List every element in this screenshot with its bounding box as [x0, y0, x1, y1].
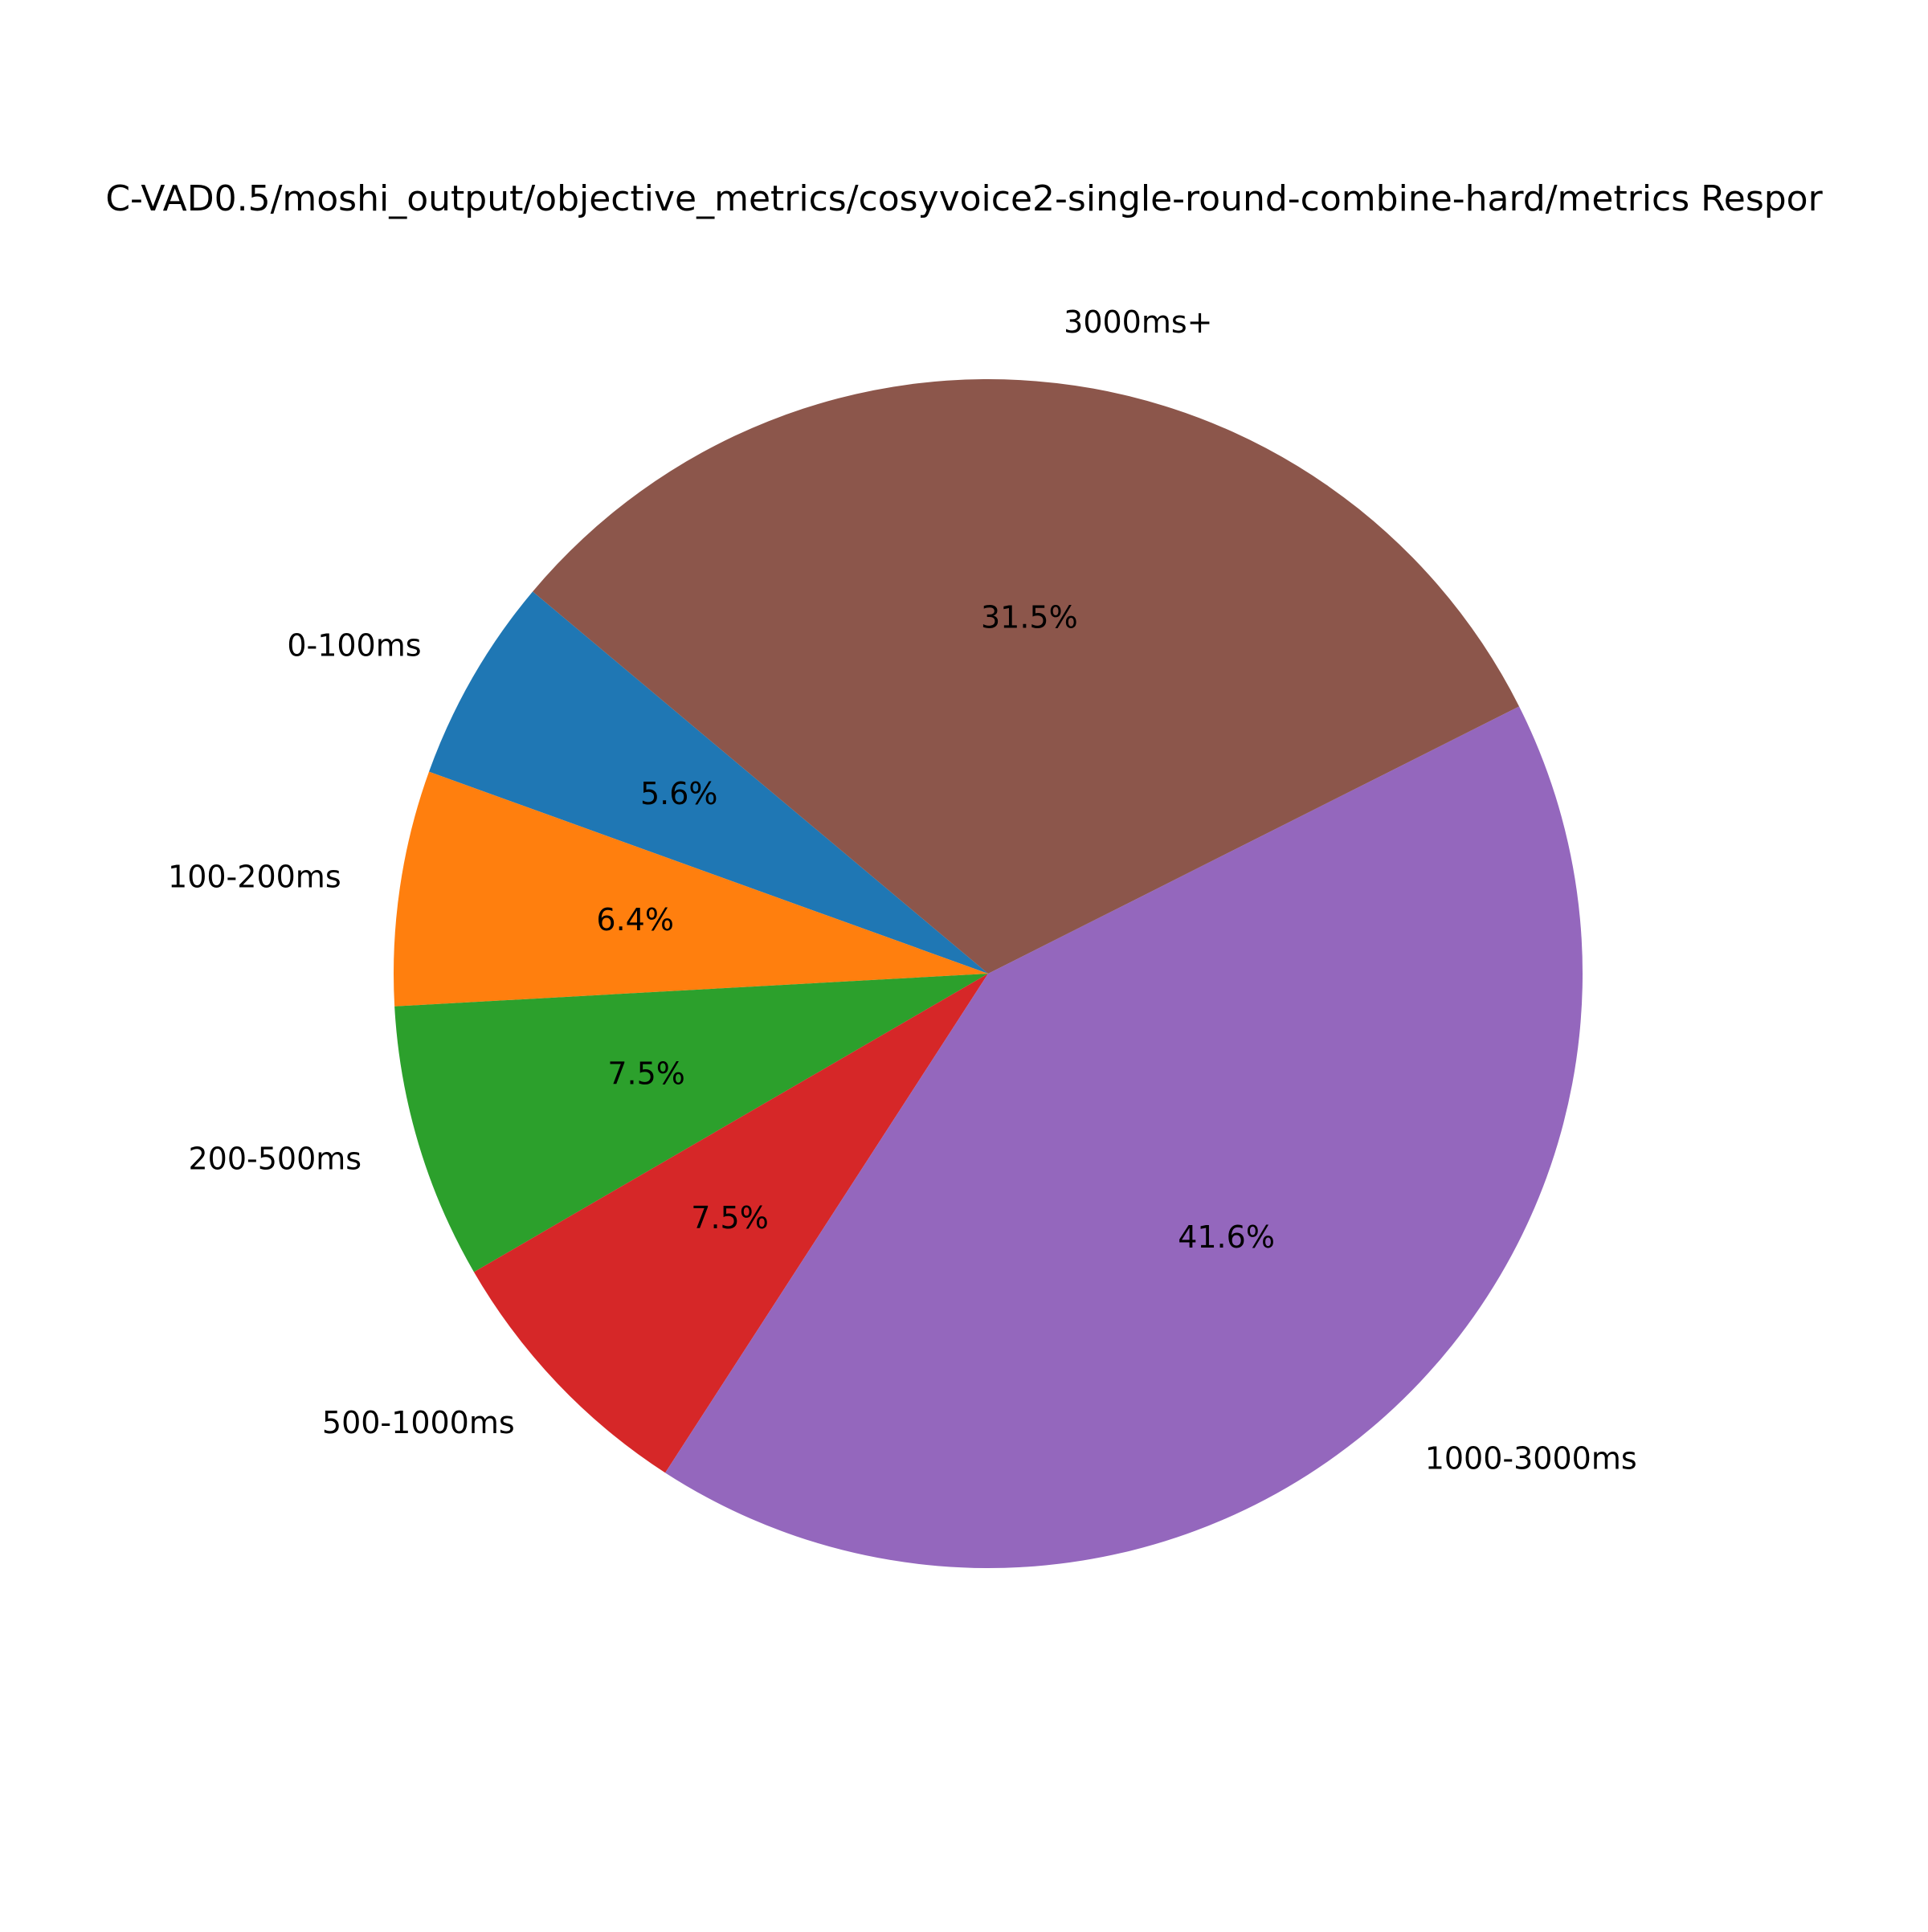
percent-label: 6.4% — [596, 902, 674, 937]
pie-slice-0-100ms — [429, 591, 988, 974]
category-label: 500-1000ms — [322, 1405, 515, 1440]
percent-labels: 5.6% 6.4% 7.5% 7.5% 41.6% 31.5% — [596, 599, 1274, 1254]
pie-slice-500-1000ms — [473, 974, 988, 1473]
percent-label: 7.5% — [691, 1200, 769, 1236]
percent-label: 7.5% — [607, 1056, 685, 1092]
pie-slice-1000-3000ms — [665, 706, 1583, 1569]
pie-slice-3000ms+ — [533, 378, 1520, 974]
pie-slice-200-500ms — [394, 974, 988, 1272]
category-label: 100-200ms — [168, 859, 341, 894]
category-label: 200-500ms — [189, 1142, 362, 1177]
percent-label: 5.6% — [640, 776, 718, 811]
pie-slices — [394, 378, 1583, 1569]
percent-label: 41.6% — [1178, 1219, 1275, 1255]
percent-label: 31.5% — [981, 599, 1078, 635]
category-label: 0-100ms — [287, 627, 421, 663]
category-label: 3000ms+ — [1064, 304, 1212, 340]
pie-slice-100-200ms — [394, 771, 988, 1007]
chart-title: C-VAD0.5/moshi_output/objective_metrics/… — [105, 178, 1823, 219]
category-label: 1000-3000ms — [1425, 1440, 1637, 1476]
category-labels: 0-100ms 100-200ms 200-500ms 500-1000ms 1000-… — [168, 304, 1637, 1476]
